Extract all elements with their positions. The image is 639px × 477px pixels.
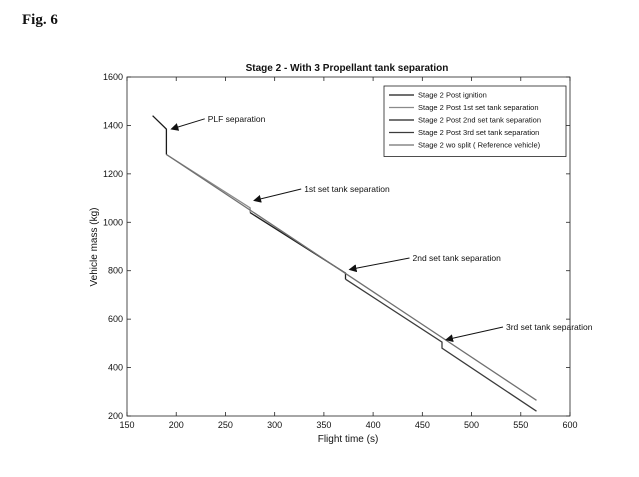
legend-entry: Stage 2 Post 2nd set tank separation <box>418 116 541 125</box>
y-tick-label: 800 <box>108 266 123 276</box>
chart-title: Stage 2 - With 3 Propellant tank separat… <box>246 63 449 74</box>
annotation-label: 1st set tank separation <box>304 184 390 194</box>
annotation-arrow <box>445 326 504 343</box>
x-tick-label: 500 <box>464 420 479 430</box>
y-tick-label: 200 <box>108 411 123 421</box>
y-tick-label: 400 <box>108 363 123 373</box>
y-tick-label: 600 <box>108 314 123 324</box>
x-tick-label: 150 <box>119 420 134 430</box>
y-axis-title: Vehicle mass (kg) <box>89 208 100 287</box>
x-tick-label: 400 <box>366 420 381 430</box>
x-tick-label: 600 <box>562 420 577 430</box>
axis-ticks: 150 200 250 300 350 400 450 500 550 6002004006008… <box>103 72 578 430</box>
x-axis-title: Flight time (s) <box>318 434 379 445</box>
series-lines <box>152 115 537 412</box>
annotation-label: 3rd set tank separation <box>506 322 593 332</box>
annotations: PLF separation 1st set tank separation 2nd… <box>170 114 593 343</box>
series-line-4 <box>345 278 537 412</box>
legend-entry: Stage 2 Post 1st set tank separation <box>418 103 539 112</box>
annotation-label: 2nd set tank separation <box>412 253 501 263</box>
legend-entry: Stage 2 Post ignition <box>418 91 487 100</box>
y-tick-label: 1400 <box>103 120 123 130</box>
x-tick-label: 450 <box>415 420 430 430</box>
annotation-arrow <box>348 257 410 273</box>
x-tick-label: 550 <box>513 420 528 430</box>
annotation-label: PLF separation <box>208 114 266 124</box>
annotation-arrow <box>170 118 205 131</box>
x-tick-label: 300 <box>267 420 282 430</box>
x-tick-label: 250 <box>218 420 233 430</box>
legend-entry: Stage 2 Post 3rd set tank separation <box>418 128 539 137</box>
legend-box <box>383 85 567 157</box>
legend: Stage 2 Post ignition Stage 2 Post 1st se… <box>383 85 567 157</box>
legend-entry: Stage 2 wo split ( Reference vehicle) <box>418 141 541 150</box>
figure-label: Fig. 6 <box>22 12 58 28</box>
series-line-5 <box>166 153 537 401</box>
y-tick-label: 1000 <box>103 217 123 227</box>
x-tick-label: 350 <box>316 420 331 430</box>
y-tick-label: 1600 <box>103 72 123 82</box>
y-tick-label: 1200 <box>103 169 123 179</box>
annotation-arrow <box>253 188 302 203</box>
series-line-1 <box>152 115 168 155</box>
x-tick-label: 200 <box>169 420 184 430</box>
